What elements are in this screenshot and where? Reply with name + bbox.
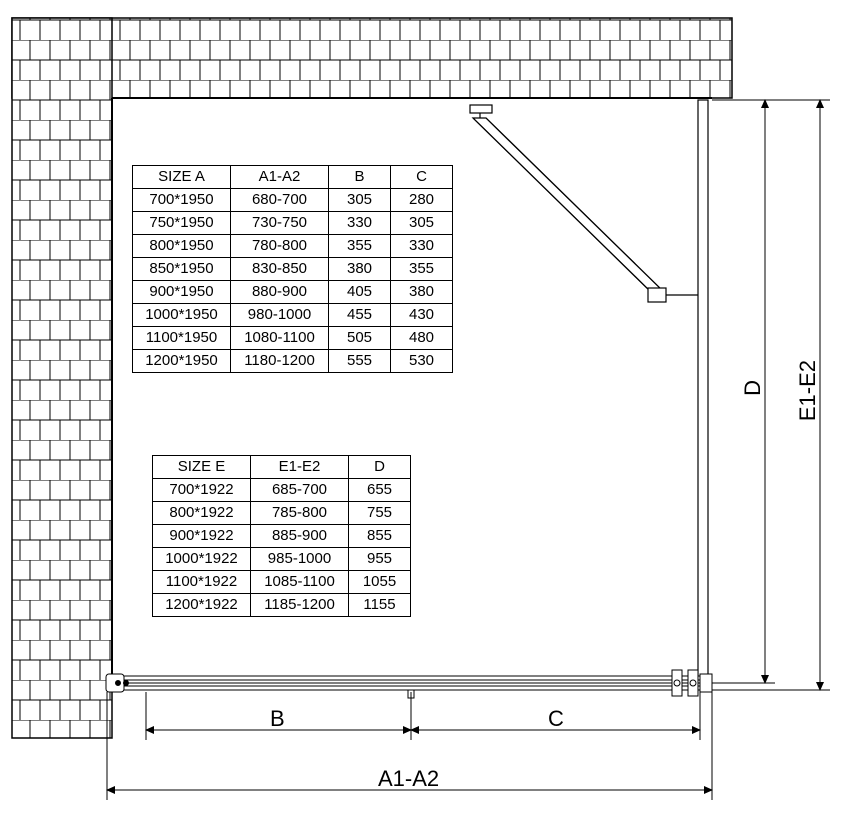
- table-row: 900*1950880-900405380: [133, 281, 453, 304]
- table-cell: 1180-1200: [231, 350, 329, 373]
- table-cell: 985-1000: [251, 548, 349, 571]
- table-cell: 1055: [349, 571, 411, 594]
- door-track: [106, 670, 712, 698]
- table-cell: 785-800: [251, 502, 349, 525]
- table-cell: 1185-1200: [251, 594, 349, 617]
- table-row: 1100*19221085-11001055: [153, 571, 411, 594]
- table-cell: 1200*1950: [133, 350, 231, 373]
- wall-hatching: [12, 18, 732, 738]
- table-cell: 455: [329, 304, 391, 327]
- table-cell: 955: [349, 548, 411, 571]
- table-cell: 800*1950: [133, 235, 231, 258]
- table-header-row: SIZE A A1-A2 B C: [133, 166, 453, 189]
- table-cell: 685-700: [251, 479, 349, 502]
- table-cell: 730-750: [231, 212, 329, 235]
- table-cell: 1085-1100: [251, 571, 349, 594]
- table-row: 900*1922885-900855: [153, 525, 411, 548]
- table-cell: 980-1000: [231, 304, 329, 327]
- th-b: B: [329, 166, 391, 189]
- table-cell: 1080-1100: [231, 327, 329, 350]
- table-cell: 355: [329, 235, 391, 258]
- drawing-svg: [0, 0, 844, 827]
- table-row: 1200*19501180-1200555530: [133, 350, 453, 373]
- th-size-a: SIZE A: [133, 166, 231, 189]
- table-cell: 655: [349, 479, 411, 502]
- table-row: 850*1950830-850380355: [133, 258, 453, 281]
- table-cell: 405: [329, 281, 391, 304]
- table-cell: 880-900: [231, 281, 329, 304]
- dim-label-a1a2: A1-A2: [378, 766, 439, 792]
- technical-drawing: SIZE A A1-A2 B C 700*1950680-70030528075…: [0, 0, 844, 827]
- th-size-e: SIZE E: [153, 456, 251, 479]
- table-cell: 1200*1922: [153, 594, 251, 617]
- table-cell: 555: [329, 350, 391, 373]
- table-row: 1200*19221185-12001155: [153, 594, 411, 617]
- table-cell: 700*1922: [153, 479, 251, 502]
- table-cell: 330: [329, 212, 391, 235]
- table-cell: 1000*1950: [133, 304, 231, 327]
- table-cell: 855: [349, 525, 411, 548]
- table-cell: 380: [391, 281, 453, 304]
- table-cell: 680-700: [231, 189, 329, 212]
- table-cell: 355: [391, 258, 453, 281]
- dim-label-b: B: [270, 706, 285, 732]
- table-row: 1000*1922985-1000955: [153, 548, 411, 571]
- table-cell: 885-900: [251, 525, 349, 548]
- table-cell: 380: [329, 258, 391, 281]
- table-cell: 900*1950: [133, 281, 231, 304]
- table-cell: 280: [391, 189, 453, 212]
- table-cell: 755: [349, 502, 411, 525]
- table-cell: 900*1922: [153, 525, 251, 548]
- table-cell: 430: [391, 304, 453, 327]
- side-panel: [698, 100, 708, 682]
- dim-label-e1e2: E1-E2: [795, 360, 821, 421]
- table-row: 750*1950730-750330305: [133, 212, 453, 235]
- table-cell: 330: [391, 235, 453, 258]
- table-cell: 1000*1922: [153, 548, 251, 571]
- table-cell: 750*1950: [133, 212, 231, 235]
- size-table-e: SIZE E E1-E2 D 700*1922685-700655800*192…: [152, 455, 411, 617]
- th-c: C: [391, 166, 453, 189]
- table-cell: 700*1950: [133, 189, 231, 212]
- table-cell: 780-800: [231, 235, 329, 258]
- dim-label-d: D: [740, 380, 766, 396]
- table-cell: 800*1922: [153, 502, 251, 525]
- table-cell: 830-850: [231, 258, 329, 281]
- size-table-a: SIZE A A1-A2 B C 700*1950680-70030528075…: [132, 165, 453, 373]
- table-cell: 1100*1950: [133, 327, 231, 350]
- table-cell: 505: [329, 327, 391, 350]
- table-row: 1100*19501080-1100505480: [133, 327, 453, 350]
- th-d: D: [349, 456, 411, 479]
- table-cell: 1100*1922: [153, 571, 251, 594]
- table-cell: 305: [329, 189, 391, 212]
- table-row: 1000*1950980-1000455430: [133, 304, 453, 327]
- table-row: 800*1950780-800355330: [133, 235, 453, 258]
- table-row: 700*1950680-700305280: [133, 189, 453, 212]
- table-cell: 1155: [349, 594, 411, 617]
- dim-label-c: C: [548, 706, 564, 732]
- table-row: 800*1922785-800755: [153, 502, 411, 525]
- table-cell: 480: [391, 327, 453, 350]
- th-a1a2: A1-A2: [231, 166, 329, 189]
- table-cell: 530: [391, 350, 453, 373]
- table-row: 700*1922685-700655: [153, 479, 411, 502]
- table-header-row: SIZE E E1-E2 D: [153, 456, 411, 479]
- table-cell: 305: [391, 212, 453, 235]
- th-e1e2: E1-E2: [251, 456, 349, 479]
- table-cell: 850*1950: [133, 258, 231, 281]
- support-bar: [470, 105, 698, 302]
